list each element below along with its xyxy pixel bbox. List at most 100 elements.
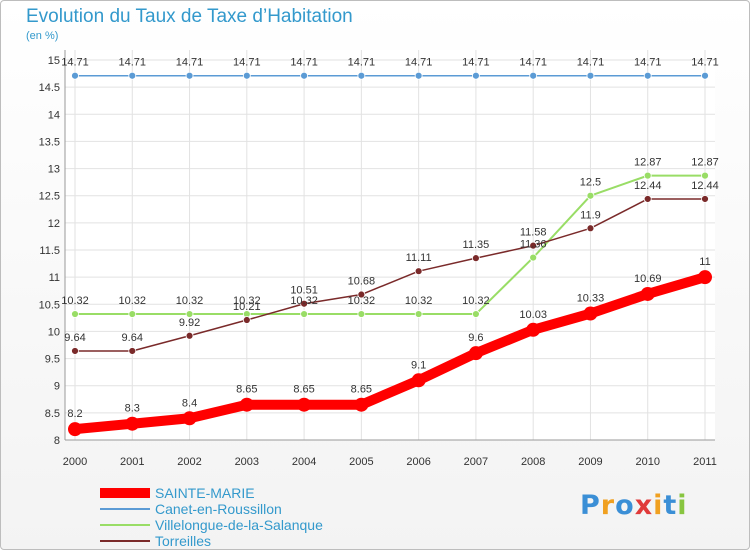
- x-tick-label: 2008: [521, 456, 545, 468]
- data-point-canet-en-roussillon: [128, 71, 137, 80]
- x-tick-label: 2010: [635, 456, 659, 468]
- data-label-canet-en-roussillon: 14.71: [176, 57, 204, 69]
- y-tick-label: 11.5: [39, 245, 60, 257]
- data-label-sainte-marie: 8.65: [236, 384, 257, 396]
- line-chart: 8 8.5 9 9.5 10 10.5 11 11.5 12 12.5 13 13.5 14 14.5 15…: [39, 50, 719, 468]
- data-point-torreilles: [529, 241, 538, 250]
- data-label-torreilles: 12.44: [691, 180, 719, 192]
- y-tick-label: 8: [54, 435, 60, 447]
- data-point-torreilles: [414, 267, 423, 276]
- logo-letter: r: [600, 490, 616, 521]
- series-line-sainte-marie: [70, 272, 710, 435]
- data-label-torreilles: 9.64: [64, 332, 85, 344]
- data-label-villelongue-de-la-salanque: 10.32: [290, 295, 318, 307]
- proxiti-logo: Proxiti: [580, 490, 688, 521]
- x-tick-label: 2000: [63, 456, 87, 468]
- data-label-sainte-marie: 8.65: [351, 384, 372, 396]
- data-point-canet-en-roussillon: [529, 71, 538, 80]
- data-point-villelongue-de-la-salanque: [357, 310, 366, 318]
- y-tick-label: 12: [48, 218, 60, 230]
- data-point-canet-en-roussillon: [643, 71, 652, 80]
- data-point-villelongue-de-la-salanque: [472, 310, 480, 318]
- data-point-villelongue-de-la-salanque: [185, 310, 194, 318]
- data-label-villelongue-de-la-salanque: 10.32: [348, 295, 376, 307]
- y-tick-label: 13: [48, 164, 60, 176]
- x-tick-label: 2007: [464, 456, 488, 468]
- data-label-canet-en-roussillon: 14.71: [348, 57, 376, 69]
- data-label-torreilles: 12.44: [634, 180, 662, 192]
- data-point-torreilles: [472, 254, 480, 263]
- x-tick-label: 2001: [120, 456, 144, 468]
- legend-item-villelongue-de-la-salanque: Villelongue-de-la-Salanque: [100, 517, 460, 533]
- data-label-canet-en-roussillon: 14.71: [577, 57, 605, 69]
- data-label-canet-en-roussillon: 14.71: [233, 57, 261, 69]
- chart-title: Evolution du Taux de Taxe d’Habitation: [26, 6, 353, 27]
- data-point-villelongue-de-la-salanque: [643, 171, 652, 180]
- logo-letter: P: [580, 490, 601, 521]
- data-label-torreilles: 10.68: [348, 276, 376, 288]
- legend-swatch-canet-en-roussillon: [100, 508, 150, 510]
- data-point-villelongue-de-la-salanque: [586, 191, 595, 200]
- data-point-villelongue-de-la-salanque: [529, 253, 538, 262]
- data-label-sainte-marie: 8.2: [67, 408, 82, 420]
- data-label-sainte-marie: 10.33: [577, 293, 605, 305]
- data-label-villelongue-de-la-salanque: 12.87: [634, 157, 662, 169]
- data-point-torreilles: [185, 331, 194, 340]
- data-label-torreilles: 10.21: [233, 301, 261, 313]
- x-tick-label: 2006: [406, 456, 430, 468]
- x-tick-label: 2002: [177, 456, 201, 468]
- legend-item-sainte-marie: SAINTE-MARIE: [100, 485, 460, 501]
- data-label-sainte-marie: 8.4: [182, 397, 197, 409]
- data-label-torreilles: 11.11: [406, 252, 432, 264]
- data-point-sainte-marie: [68, 422, 82, 437]
- data-label-canet-en-roussillon: 14.71: [119, 57, 147, 69]
- data-label-sainte-marie: 9.6: [468, 332, 483, 344]
- legend-item-canet-en-roussillon: Canet-en-Roussillon: [100, 501, 460, 517]
- data-point-sainte-marie: [354, 397, 369, 412]
- data-label-canet-en-roussillon: 14.71: [691, 57, 719, 69]
- data-point-sainte-marie: [182, 411, 197, 426]
- data-label-sainte-marie: 10.69: [634, 273, 662, 285]
- x-tick-label: 2004: [292, 456, 316, 468]
- y-tick-label: 15: [48, 55, 60, 67]
- data-point-torreilles: [586, 224, 595, 233]
- data-point-canet-en-roussillon: [472, 71, 480, 80]
- data-point-canet-en-roussillon: [300, 71, 308, 80]
- data-point-sainte-marie: [239, 397, 254, 412]
- data-label-villelongue-de-la-salanque: 10.32: [176, 295, 204, 307]
- data-label-villelongue-de-la-salanque: 10.32: [405, 295, 433, 307]
- data-point-sainte-marie: [526, 322, 541, 337]
- series-line-torreilles: [74, 198, 706, 352]
- logo-letter: i: [677, 490, 688, 521]
- legend-swatch-sainte-marie: [100, 488, 150, 498]
- series-line-villelongue-de-la-salanque: [74, 174, 706, 316]
- data-label-villelongue-de-la-salanque: 12.87: [691, 157, 719, 169]
- x-tick-label: 2003: [235, 456, 259, 468]
- data-label-canet-en-roussillon: 14.71: [405, 57, 433, 69]
- data-point-villelongue-de-la-salanque: [701, 171, 709, 180]
- legend-label-sainte-marie: SAINTE-MARIE: [155, 485, 255, 501]
- x-tick-label: 2011: [693, 456, 717, 468]
- y-tick-label: 14.5: [39, 82, 60, 94]
- data-label-torreilles: 9.64: [122, 332, 143, 344]
- logo-letter: o: [615, 490, 635, 521]
- legend-label-torreilles: Torreilles: [155, 533, 212, 549]
- data-label-sainte-marie: 11: [699, 256, 710, 268]
- y-tick-label: 12.5: [39, 191, 60, 203]
- data-point-villelongue-de-la-salanque: [414, 310, 423, 318]
- data-point-torreilles: [643, 195, 652, 203]
- plot-area: [65, 50, 715, 440]
- legend-swatch-villelongue-de-la-salanque: [100, 524, 150, 526]
- data-point-sainte-marie: [583, 306, 598, 321]
- legend-label-canet-en-roussillon: Canet-en-Roussillon: [155, 501, 282, 517]
- logo-letter: i: [653, 490, 664, 521]
- data-point-canet-en-roussillon: [242, 71, 251, 80]
- data-point-torreilles: [357, 290, 366, 299]
- data-point-sainte-marie: [297, 397, 312, 412]
- data-label-villelongue-de-la-salanque: 10.32: [61, 295, 89, 307]
- data-point-canet-en-roussillon: [185, 71, 194, 80]
- data-label-torreilles: 10.51: [290, 285, 318, 297]
- logo-letter: x: [634, 490, 654, 521]
- data-point-torreilles: [300, 299, 308, 308]
- data-point-villelongue-de-la-salanque: [300, 310, 308, 318]
